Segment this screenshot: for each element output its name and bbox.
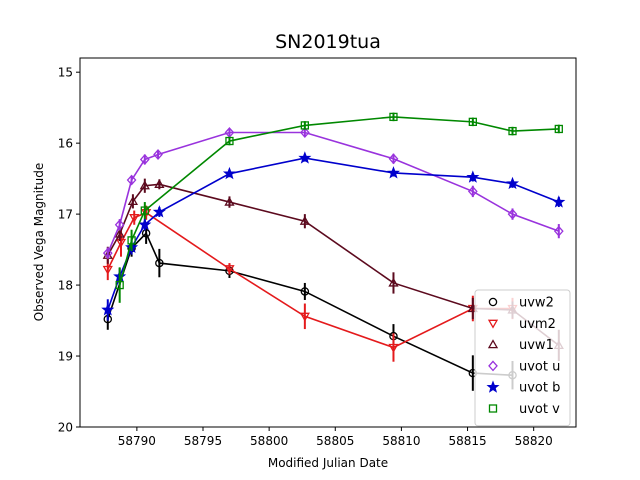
data-point-uvot-v — [127, 236, 136, 245]
legend-label: uvm2 — [519, 317, 556, 332]
data-point-uvw1 — [114, 228, 125, 238]
y-tick-label: 16 — [58, 137, 73, 151]
data-point-uvot-u — [299, 127, 310, 138]
x-tick-label: 58815 — [448, 434, 486, 448]
legend-marker-uvot-u — [488, 360, 498, 372]
legend-marker-uvw1 — [487, 339, 499, 349]
legend-entry-uvot-b: uvot b — [486, 380, 560, 396]
data-point-uvot-u — [553, 225, 564, 237]
x-axis-ticks: 58790 58795 58800 58805 58810 58815 58820 — [118, 427, 553, 448]
y-tick-label: 17 — [58, 208, 73, 222]
data-point-uvot-v — [389, 112, 398, 122]
legend-marker-uvw2 — [488, 297, 498, 307]
x-tick-label: 58795 — [184, 434, 222, 448]
data-point-uvm2 — [388, 343, 399, 353]
series-uvot-u — [102, 127, 564, 259]
x-tick-label: 58820 — [515, 434, 553, 448]
data-point-uvot-u — [139, 153, 150, 165]
data-point-uvot-u — [388, 153, 399, 165]
legend-marker-uvot-b — [486, 380, 500, 393]
x-tick-label: 58805 — [316, 434, 354, 448]
data-point-uvw1 — [127, 196, 139, 205]
data-point-uvot-u — [153, 149, 163, 160]
legend: uvw2 uvm2 uvw1 uvot u uvot b uvot v — [474, 289, 571, 427]
legend-label: uvot v — [519, 402, 560, 417]
data-point-uvm2 — [129, 214, 140, 223]
data-point-uvot-b — [552, 195, 566, 208]
y-tick-label: 15 — [58, 66, 73, 80]
data-point-uvw2 — [155, 258, 164, 268]
data-point-uvm2 — [299, 312, 310, 322]
x-axis-label: Modified Julian Date — [268, 456, 388, 470]
data-point-uvot-v — [225, 136, 234, 146]
data-point-uvot-b — [138, 217, 152, 231]
legend-entry-uvw2: uvw2 — [488, 296, 554, 311]
data-point-uvot-b — [101, 303, 115, 316]
legend-entry-uvm2: uvm2 — [487, 317, 556, 332]
data-point-uvw2 — [141, 229, 151, 238]
data-point-uvot-v — [115, 280, 124, 290]
data-point-uvw1 — [154, 179, 165, 188]
y-tick-label: 20 — [58, 421, 73, 435]
x-tick-label: 58800 — [250, 434, 288, 448]
legend-marker-uvot-v — [488, 404, 498, 413]
data-point-uvot-u — [126, 174, 137, 186]
y-axis-label: Observed Vega Magnitude — [32, 163, 46, 322]
legend-label: uvot u — [519, 359, 560, 374]
legend-label: uvot b — [519, 381, 560, 396]
data-point-uvot-b — [152, 205, 166, 218]
axes-frame — [79, 57, 577, 428]
data-point-uvot-u — [507, 208, 518, 220]
data-point-uvm2 — [224, 265, 235, 275]
x-tick-label: 58790 — [118, 434, 156, 448]
legend-label: uvw1 — [519, 338, 554, 353]
series-uvot-v — [115, 112, 563, 303]
x-tick-label: 58810 — [382, 434, 420, 448]
legend-box — [474, 289, 571, 427]
data-point-uvot-b — [298, 151, 312, 164]
legend-entry-uvw1: uvw1 — [487, 338, 554, 353]
data-point-uvm2 — [102, 265, 113, 275]
y-axis-ticks: 15 16 17 18 19 20 — [58, 66, 80, 435]
data-point-uvot-v — [508, 126, 517, 136]
chart-title: SN2019tua — [275, 31, 381, 53]
data-point-uvot-b — [386, 166, 400, 179]
data-point-uvot-b — [506, 176, 520, 190]
data-point-uvot-v — [468, 117, 477, 127]
data-point-uvot-v — [140, 206, 149, 215]
data-point-uvw1 — [388, 277, 399, 287]
legend-entry-uvot-v: uvot v — [488, 402, 560, 417]
data-point-uvw1 — [139, 180, 150, 190]
data-point-uvot-v — [554, 124, 563, 134]
data-point-uvot-u — [114, 219, 125, 231]
legend-marker-uvm2 — [487, 319, 499, 329]
data-point-uvot-u — [102, 247, 113, 259]
data-point-uvw1 — [224, 196, 235, 206]
y-tick-label: 18 — [58, 279, 73, 293]
legend-label: uvw2 — [519, 296, 554, 311]
data-point-uvot-b — [466, 170, 480, 183]
data-point-uvot-v — [300, 121, 310, 130]
y-tick-label: 19 — [58, 350, 73, 364]
data-point-uvot-b — [222, 166, 236, 180]
data-point-uvot-u — [467, 185, 478, 197]
data-point-uvw1 — [299, 215, 310, 225]
data-point-uvm2 — [115, 238, 127, 248]
data-point-uvw2 — [300, 287, 310, 296]
legend-entry-uvot-u: uvot u — [488, 359, 560, 374]
